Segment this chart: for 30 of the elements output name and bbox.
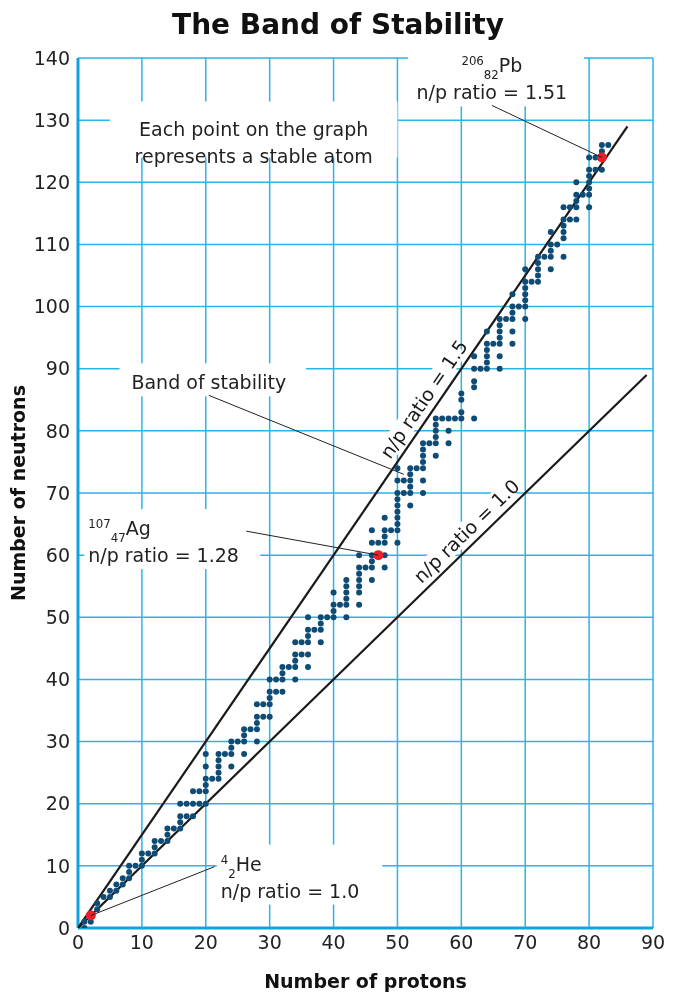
y-tick-label: 100 bbox=[33, 295, 70, 318]
y-tick-label: 80 bbox=[45, 419, 70, 442]
x-tick-label: 0 bbox=[71, 931, 85, 954]
x-tick-label: 60 bbox=[449, 931, 474, 954]
annotation: Band of stability bbox=[131, 371, 287, 394]
y-tick-label: 50 bbox=[45, 606, 70, 629]
annotation: Each point on the graph represents a stable atom bbox=[134, 117, 373, 167]
x-tick-label: 50 bbox=[385, 931, 410, 954]
y-tick-label: 60 bbox=[45, 543, 70, 566]
y-axis-title: Number of neutrons bbox=[6, 385, 29, 601]
x-axis-title: Number of protons bbox=[264, 970, 467, 992]
x-tick-label: 10 bbox=[129, 931, 154, 954]
y-tick-label: 90 bbox=[45, 357, 70, 380]
chart-title: The Band of Stability bbox=[171, 8, 505, 43]
y-tick-label: 30 bbox=[45, 730, 70, 753]
y-tick-label: 0 bbox=[57, 916, 70, 939]
x-tick-label: 70 bbox=[513, 931, 538, 954]
x-tick-label: 80 bbox=[577, 931, 602, 954]
y-tick-label: 120 bbox=[33, 171, 70, 194]
x-tick-label: 90 bbox=[640, 931, 666, 954]
y-tick-label: 40 bbox=[45, 668, 70, 691]
x-tick-label: 30 bbox=[257, 931, 282, 954]
x-tick-label: 20 bbox=[193, 931, 218, 954]
y-tick-label: 10 bbox=[45, 854, 70, 877]
x-tick-label: 40 bbox=[321, 931, 346, 954]
y-tick-label: 130 bbox=[33, 108, 70, 131]
y-tick-label: 70 bbox=[45, 481, 70, 504]
y-tick-label: 140 bbox=[33, 46, 70, 69]
y-tick-label: 110 bbox=[33, 233, 70, 256]
y-tick-label: 20 bbox=[45, 792, 70, 815]
